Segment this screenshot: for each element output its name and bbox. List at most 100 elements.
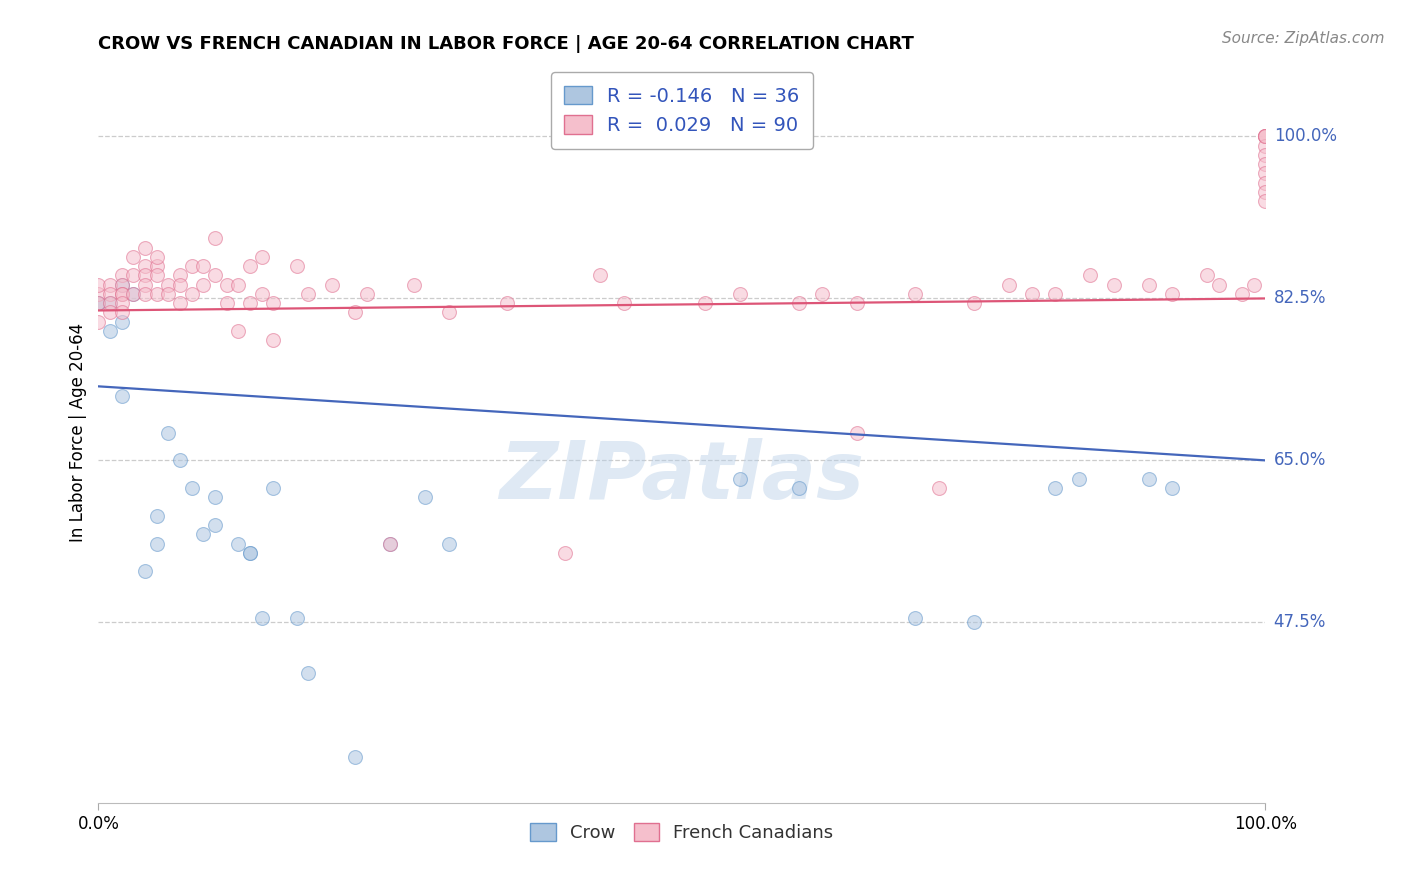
Point	[157, 286, 180, 301]
Point	[1080, 268, 1102, 283]
Point	[169, 296, 191, 310]
Point	[134, 286, 156, 301]
Point	[402, 277, 425, 292]
Point	[437, 536, 460, 550]
Point	[204, 231, 226, 245]
Point	[997, 277, 1019, 292]
Point	[146, 536, 169, 550]
Point	[846, 425, 869, 440]
Point	[193, 259, 215, 273]
Point	[98, 324, 121, 338]
Point	[356, 286, 378, 301]
Point	[111, 277, 134, 292]
Point	[321, 277, 343, 292]
Point	[1208, 277, 1230, 292]
Point	[204, 268, 226, 283]
Point	[1254, 157, 1277, 171]
Point	[180, 286, 202, 301]
Point	[239, 546, 262, 560]
Point	[193, 277, 215, 292]
Point	[262, 481, 284, 495]
Point	[111, 389, 134, 403]
Point	[962, 615, 984, 630]
Point	[180, 259, 202, 273]
Point	[228, 324, 250, 338]
Point	[1254, 129, 1277, 144]
Point	[904, 611, 927, 625]
Point	[122, 286, 145, 301]
Point	[962, 296, 984, 310]
Point	[380, 536, 402, 550]
Point	[87, 315, 110, 329]
Point	[134, 240, 156, 255]
Point	[111, 305, 134, 319]
Point	[228, 536, 250, 550]
Point	[228, 277, 250, 292]
Point	[730, 472, 752, 486]
Text: Source: ZipAtlas.com: Source: ZipAtlas.com	[1222, 31, 1385, 46]
Point	[437, 305, 460, 319]
Point	[1021, 286, 1043, 301]
Point	[215, 296, 238, 310]
Point	[134, 565, 156, 579]
Point	[146, 250, 169, 264]
Point	[344, 749, 367, 764]
Point	[134, 259, 156, 273]
Point	[215, 277, 238, 292]
Point	[787, 296, 810, 310]
Point	[1045, 286, 1067, 301]
Point	[285, 611, 308, 625]
Point	[111, 268, 134, 283]
Point	[1161, 481, 1184, 495]
Point	[169, 277, 191, 292]
Point	[1254, 176, 1277, 190]
Point	[87, 286, 110, 301]
Point	[1254, 129, 1277, 144]
Point	[1254, 129, 1277, 144]
Point	[169, 268, 191, 283]
Text: 65.0%: 65.0%	[1274, 451, 1326, 469]
Point	[250, 286, 273, 301]
Point	[1243, 277, 1265, 292]
Point	[344, 305, 367, 319]
Text: 82.5%: 82.5%	[1274, 289, 1326, 308]
Point	[98, 296, 121, 310]
Point	[111, 286, 134, 301]
Point	[811, 286, 834, 301]
Point	[239, 259, 262, 273]
Point	[134, 277, 156, 292]
Point	[122, 268, 145, 283]
Point	[1045, 481, 1067, 495]
Point	[554, 546, 576, 560]
Point	[87, 277, 110, 292]
Point	[695, 296, 717, 310]
Point	[146, 259, 169, 273]
Point	[98, 286, 121, 301]
Point	[297, 286, 319, 301]
Point	[111, 296, 134, 310]
Point	[1102, 277, 1125, 292]
Point	[285, 259, 308, 273]
Text: CROW VS FRENCH CANADIAN IN LABOR FORCE | AGE 20-64 CORRELATION CHART: CROW VS FRENCH CANADIAN IN LABOR FORCE |…	[98, 35, 914, 53]
Point	[146, 508, 169, 523]
Point	[1254, 148, 1277, 162]
Point	[87, 296, 110, 310]
Point	[730, 286, 752, 301]
Point	[262, 296, 284, 310]
Point	[134, 268, 156, 283]
Point	[496, 296, 519, 310]
Point	[180, 481, 202, 495]
Point	[157, 277, 180, 292]
Point	[846, 296, 869, 310]
Point	[87, 296, 110, 310]
Point	[157, 425, 180, 440]
Point	[613, 296, 636, 310]
Text: 100.0%: 100.0%	[1274, 128, 1337, 145]
Text: 47.5%: 47.5%	[1274, 614, 1326, 632]
Point	[1067, 472, 1090, 486]
Point	[262, 333, 284, 347]
Point	[904, 286, 927, 301]
Point	[146, 286, 169, 301]
Point	[1137, 472, 1160, 486]
Point	[1230, 286, 1253, 301]
